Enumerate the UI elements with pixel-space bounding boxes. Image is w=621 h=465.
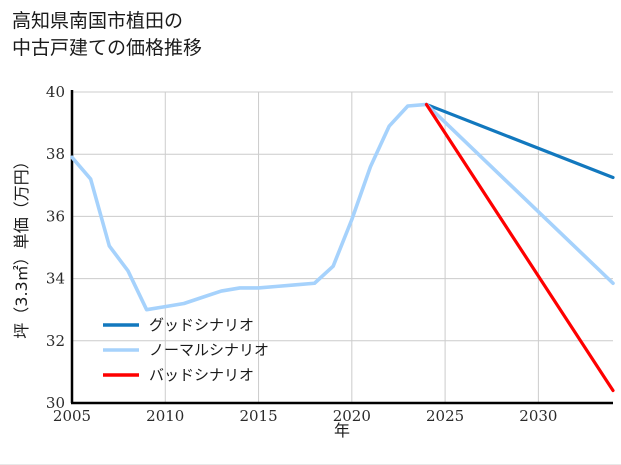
legend-label-2: バッドシナリオ: [149, 366, 254, 384]
series-line-2: [424, 102, 615, 393]
x-axis-title: 年: [334, 421, 350, 440]
x-tick-label: 2025: [426, 407, 464, 425]
y-tick-label: 40: [46, 83, 65, 101]
x-tick-labels: 2005 2010 2015 2020 2025 2030: [53, 407, 558, 425]
axis-lines: [70, 90, 613, 405]
x-tick-label: 2030: [519, 407, 557, 425]
x-tick-label: 2005: [53, 407, 91, 425]
data-series-group: [70, 102, 615, 393]
y-tick-label: 36: [46, 207, 65, 225]
y-tick-label: 32: [46, 332, 65, 350]
series-line-0: [424, 102, 615, 180]
y-axis-title: 坪（3.3㎡）単価（万円）: [12, 153, 31, 338]
x-tick-label: 2015: [239, 407, 277, 425]
y-tick-labels: 30 32 34 36 38 40: [46, 83, 65, 412]
x-tick-label: 2010: [146, 407, 184, 425]
legend-label-1: ノーマルシナリオ: [149, 341, 269, 359]
y-tick-label: 34: [46, 270, 65, 288]
y-tick-label: 38: [46, 145, 65, 163]
legend-label-0: グッドシナリオ: [149, 316, 254, 334]
y-tick-label: 30: [46, 394, 65, 412]
chart-title: 高知県南国市植田の 中古戸建ての価格推移: [12, 10, 203, 59]
series-line-1: [70, 102, 615, 312]
x-tick-label: 2020: [333, 407, 371, 425]
